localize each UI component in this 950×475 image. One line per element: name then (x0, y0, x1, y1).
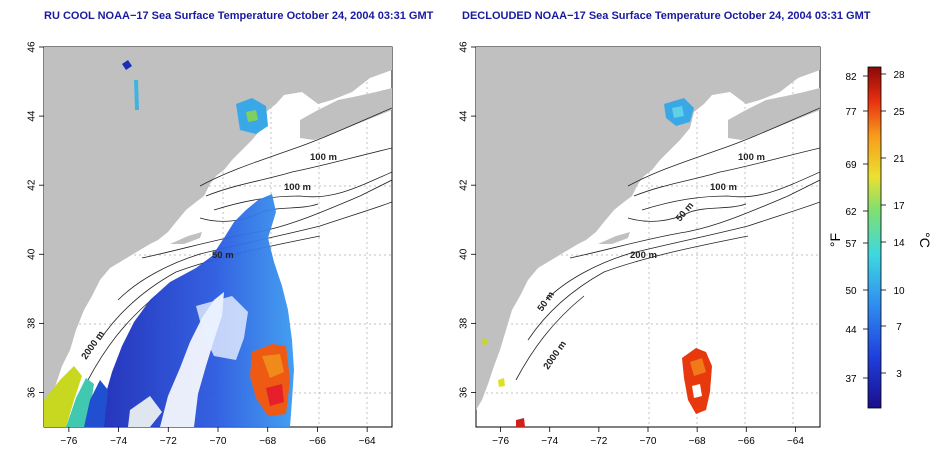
right-sst-pixels (482, 98, 712, 427)
contour-label: 100 m (284, 182, 311, 193)
right-lon-tick-label: −74 (541, 436, 558, 447)
right-axes: −76 −74 −72 −70 −68 −66 −64 46 44 42 40 38 36 (459, 41, 805, 447)
right-lat-tick-label: 44 (459, 110, 470, 122)
right-land-mass (476, 47, 820, 410)
right-bathymetry-contours (515, 107, 820, 381)
left-lat-tick-label: 36 (27, 386, 38, 398)
right-lat-tick-label: 42 (459, 179, 470, 191)
colorbar-f-tick-label: 69 (845, 160, 857, 171)
colorbar: 82 77 69 62 57 50 44 37 28 25 21 17 14 10 7 3 °F °C (827, 66, 933, 409)
colorbar-c-tick-label: 7 (896, 322, 902, 333)
right-lon-tick-label: −72 (590, 436, 607, 447)
right-lat-tick-label: 46 (459, 41, 470, 53)
colorbar-gradient (867, 66, 882, 409)
colorbar-f-tick-label: 82 (845, 72, 857, 83)
right-lon-tick-label: −76 (492, 436, 509, 447)
right-lon-tick-label: −68 (689, 436, 706, 447)
right-lat-tick-label: 36 (459, 386, 470, 398)
left-lat-tick-label: 44 (27, 110, 38, 122)
contour-label: 50 m (212, 250, 234, 261)
left-lon-tick-label: −74 (110, 436, 127, 447)
colorbar-c-tick-label: 3 (896, 369, 902, 380)
left-lon-tick-label: −66 (309, 436, 326, 447)
left-lon-tick-label: −76 (60, 436, 77, 447)
colorbar-c-tick-label: 25 (893, 107, 905, 118)
colorbar-c-label: °C (917, 232, 933, 248)
right-lon-tick-label: −64 (787, 436, 804, 447)
colorbar-c-tick-label: 14 (893, 238, 905, 249)
right-panel-title: DECLOUDED NOAA−17 Sea Surface Temperatur… (462, 10, 871, 22)
right-lat-tick-label: 40 (459, 248, 470, 260)
colorbar-c-tick-label: 17 (893, 201, 905, 212)
right-lon-tick-label: −66 (738, 436, 755, 447)
contour-label: 100 m (738, 152, 765, 163)
contour-label: 100 m (310, 152, 337, 163)
contour-label: 200 m (630, 250, 657, 261)
left-lat-tick-label: 46 (27, 41, 38, 53)
left-lon-tick-label: −72 (160, 436, 177, 447)
left-lon-tick-label: −64 (359, 436, 376, 447)
left-axes: −76 −74 −72 −70 −68 −66 −64 46 44 42 40 38 36 (27, 41, 376, 447)
colorbar-f-tick-label: 44 (845, 325, 857, 336)
colorbar-ticks: 82 77 69 62 57 50 44 37 28 25 21 17 14 10 7 3 (845, 70, 905, 385)
left-lon-tick-label: −70 (210, 436, 227, 447)
contour-label: 100 m (710, 182, 737, 193)
left-lat-tick-label: 38 (27, 317, 38, 329)
colorbar-f-tick-label: 77 (845, 107, 857, 118)
colorbar-f-tick-label: 50 (845, 286, 857, 297)
left-land-mass (44, 47, 392, 410)
left-panel-title: RU COOL NOAA−17 Sea Surface Temperature … (44, 10, 434, 22)
colorbar-c-tick-label: 21 (893, 154, 905, 165)
right-lon-tick-label: −70 (640, 436, 657, 447)
left-map-panel: 100 m 100 m 2000 m 50 m (43, 46, 393, 428)
colorbar-f-tick-label: 37 (845, 374, 857, 385)
colorbar-f-tick-label: 62 (845, 207, 857, 218)
left-sst-pixels (44, 60, 294, 427)
right-nova-scotia (728, 88, 820, 140)
left-lat-tick-label: 42 (27, 179, 38, 191)
left-lat-tick-label: 40 (27, 248, 38, 260)
right-lat-tick-label: 38 (459, 317, 470, 329)
right-long-island (598, 232, 630, 244)
right-map-panel: 100 m 100 m 50 m 200 m 50 m 2000 m (475, 46, 821, 428)
left-long-island (170, 232, 202, 244)
left-lon-tick-label: −68 (259, 436, 276, 447)
colorbar-f-tick-label: 57 (845, 239, 857, 250)
colorbar-f-label: °F (827, 233, 843, 247)
colorbar-c-tick-label: 28 (893, 70, 905, 81)
colorbar-c-tick-label: 10 (893, 286, 905, 297)
left-nova-scotia (300, 88, 392, 140)
